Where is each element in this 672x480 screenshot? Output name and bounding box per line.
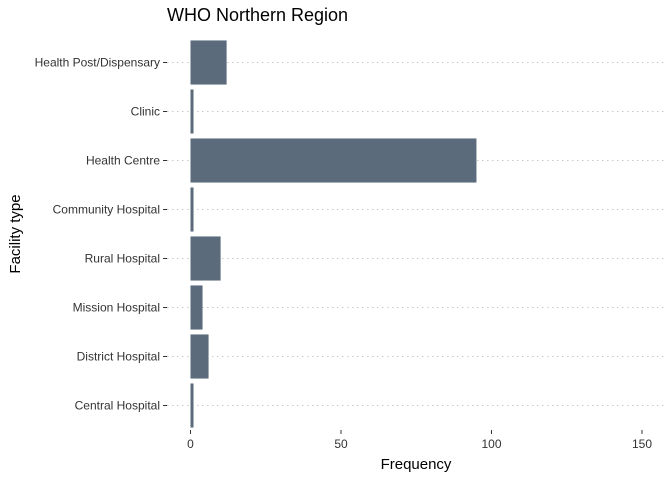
bar xyxy=(190,334,209,379)
bar xyxy=(190,40,227,85)
chart-title: WHO Northern Region xyxy=(167,5,349,25)
y-tick-label: Community Hospital xyxy=(53,203,160,217)
bar xyxy=(190,187,194,232)
y-tick-label: Mission Hospital xyxy=(73,301,160,315)
y-axis-title: Facility type xyxy=(7,194,24,273)
bar xyxy=(190,236,221,281)
x-axis-ticks: 0 50 100 150 xyxy=(187,430,652,451)
bar xyxy=(190,89,194,134)
gridlines xyxy=(167,61,665,407)
y-tick-label: District Hospital xyxy=(77,350,160,364)
y-tick-label: Rural Hospital xyxy=(85,252,160,266)
y-tick-label: Central Hospital xyxy=(75,399,160,413)
x-tick-label: 50 xyxy=(334,437,348,451)
y-tick-label: Clinic xyxy=(131,105,160,119)
bar xyxy=(190,285,203,330)
bar xyxy=(190,138,477,183)
bar xyxy=(190,383,194,428)
x-tick-label: 150 xyxy=(632,437,652,451)
y-tick-label: Health Post/Dispensary xyxy=(35,56,160,70)
x-tick-label: 0 xyxy=(187,437,194,451)
bars xyxy=(190,40,477,428)
x-axis-title: Frequency xyxy=(381,456,452,473)
y-axis-ticks: Central Hospital District Hospital Mission… xyxy=(35,56,167,413)
x-tick-label: 100 xyxy=(481,437,501,451)
y-tick-label: Health Centre xyxy=(86,154,160,168)
